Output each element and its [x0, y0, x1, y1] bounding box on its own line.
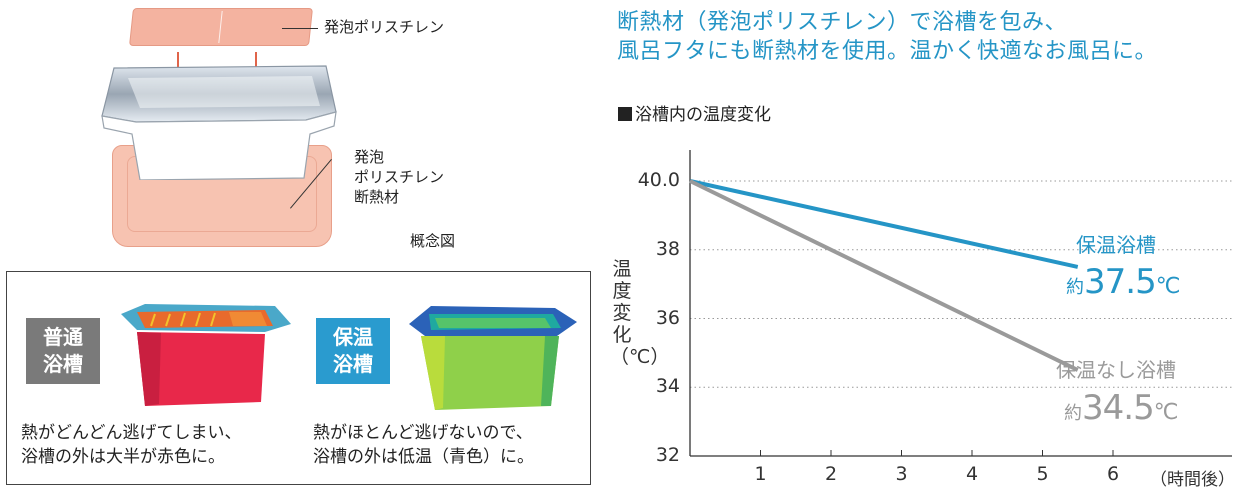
concept-label: 概念図 — [410, 232, 456, 250]
lid-label: 発泡ポリスチレン — [324, 18, 445, 36]
x-tick-label: 1 — [754, 463, 767, 485]
thermal-comparison-box: 普通 浴槽 熱がどんどん逃げてしまい、 浴槽の外は大半が赤色に。 保温 浴槽 熱… — [6, 271, 591, 485]
insulation-label-2: ポリスチレン — [354, 168, 445, 186]
insulation-label-1: 発泡 — [354, 148, 385, 166]
y-tick-label: 34 — [655, 375, 680, 398]
normal-tub-badge: 普通 浴槽 — [26, 318, 100, 384]
normal-tub-caption-1: 熱がどんどん逃げてしまい、 — [21, 423, 242, 443]
x-tick-label: 4 — [965, 463, 979, 485]
series-line-0 — [689, 179, 1079, 269]
x-tick-label: 5 — [1036, 463, 1049, 485]
y-tick-label: 36 — [655, 306, 680, 329]
x-axis-unit: （時間後） — [1150, 470, 1235, 490]
square-bullet-icon — [618, 107, 632, 121]
headline-line-1: 断熱材（発泡ポリスチレン）で浴槽を包み、 — [617, 10, 1068, 35]
x-tick-label: 6 — [1106, 463, 1120, 485]
insulated-tub-badge: 保温 浴槽 — [316, 318, 390, 384]
y-tick-label: 32 — [655, 444, 680, 466]
insulated-tub-caption-1: 熱がほとんど逃げないので、 — [313, 423, 533, 443]
y-tick-label: 38 — [655, 237, 680, 260]
normal-tub-thermal-image — [121, 304, 291, 406]
x-tick-label: 3 — [895, 463, 908, 485]
series-name-label: 保温浴槽 — [1076, 233, 1156, 257]
insulation-label-3: 断熱材 — [354, 188, 400, 206]
insulated-tub-caption-2: 浴槽の外は低温（青色）に。 — [313, 447, 534, 467]
bathtub-shell — [101, 65, 337, 180]
x-tick-label: 2 — [824, 463, 838, 485]
y-tick-label: 40.0 — [637, 169, 680, 191]
series-end-value: 約34.5℃ — [1064, 388, 1179, 428]
series-name-label: 保温なし浴槽 — [1056, 358, 1176, 382]
insulated-tub-thermal-image — [409, 306, 577, 410]
normal-tub-caption-2: 浴槽の外は大半が赤色に。 — [21, 447, 225, 467]
series-end-value: 約37.5℃ — [1066, 262, 1181, 302]
series-line-1 — [689, 179, 1079, 372]
chart-subtitle: 浴槽内の温度変化 — [618, 100, 771, 125]
headline-line-2: 風呂フタにも断熱材を使用。温かく快適なお風呂に。 — [617, 39, 1158, 64]
